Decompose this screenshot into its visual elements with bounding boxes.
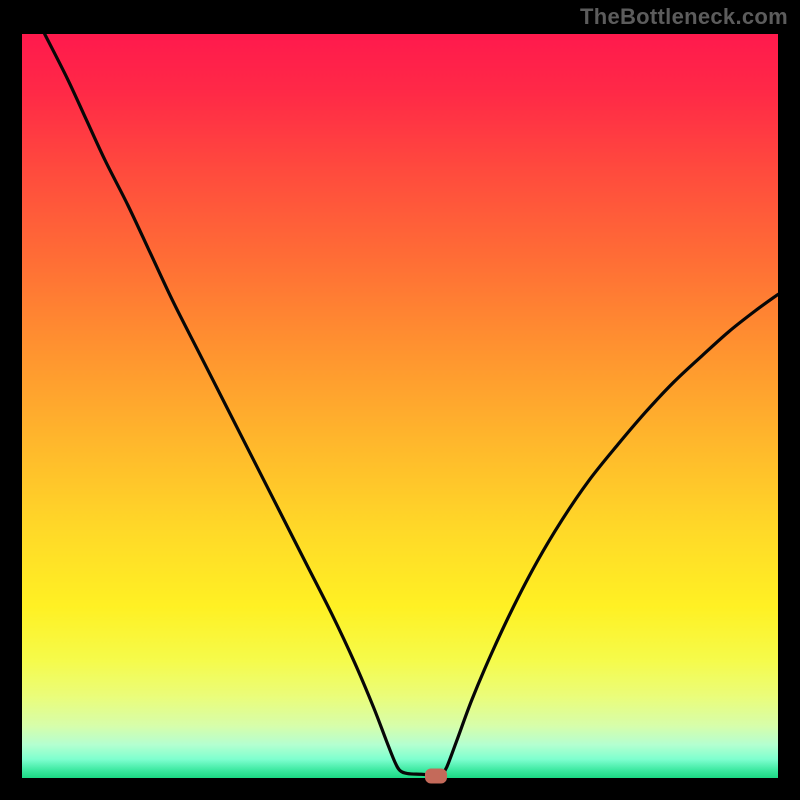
plot-frame xyxy=(22,34,778,778)
gradient-background xyxy=(22,34,778,778)
chart-container: TheBottleneck.com xyxy=(0,0,800,800)
minimum-marker xyxy=(425,768,447,783)
watermark-text: TheBottleneck.com xyxy=(580,4,788,30)
